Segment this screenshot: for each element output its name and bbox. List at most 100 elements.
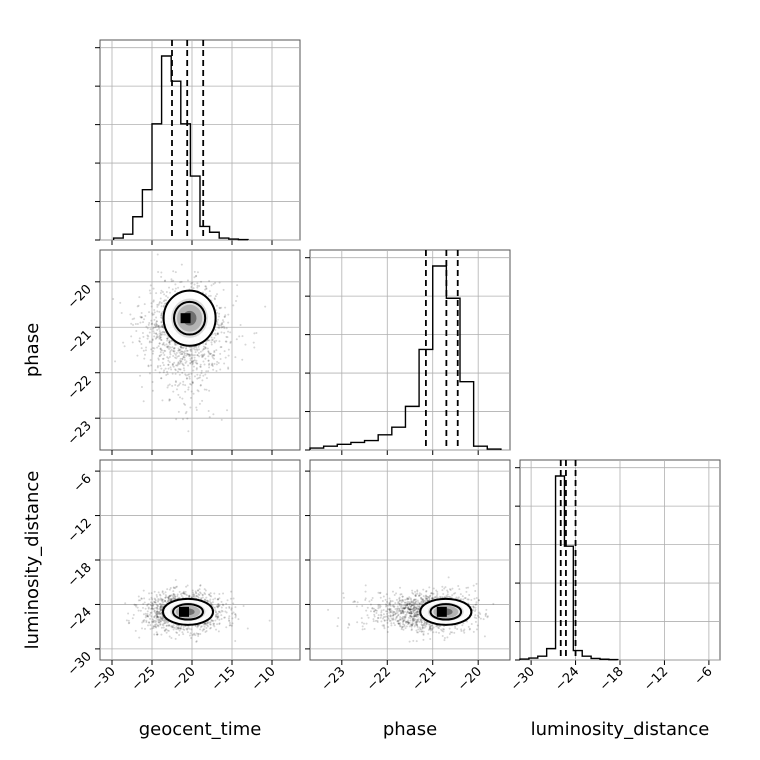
sample-point	[139, 315, 142, 318]
sample-point	[409, 610, 412, 613]
sample-point	[413, 615, 416, 618]
sample-point	[214, 334, 217, 337]
sample-point	[162, 341, 165, 344]
sample-point	[185, 594, 188, 597]
sample-point	[402, 607, 405, 610]
sample-point	[210, 341, 213, 344]
sample-point	[153, 323, 156, 326]
sample-point	[405, 604, 408, 607]
sample-point	[156, 346, 159, 349]
sample-point	[403, 623, 406, 626]
sample-point	[230, 608, 233, 611]
sample-point	[186, 631, 189, 634]
sample-point	[162, 622, 165, 625]
sample-point	[166, 296, 169, 299]
sample-point	[122, 341, 125, 344]
sample-point	[188, 594, 191, 597]
x-tick-label: −15	[209, 664, 239, 694]
sample-point	[426, 595, 429, 598]
sample-point	[168, 635, 171, 638]
sample-point	[156, 253, 159, 256]
sample-point	[154, 621, 157, 624]
x-tick-label: −6	[692, 664, 716, 688]
sample-point	[179, 627, 182, 630]
sample-point	[207, 363, 210, 366]
x-tick-label: −23	[319, 664, 349, 694]
sample-point	[199, 584, 202, 587]
sample-point	[428, 624, 431, 627]
sample-point	[190, 361, 193, 364]
sample-point	[160, 333, 163, 336]
sample-point	[209, 602, 212, 605]
sample-point	[401, 599, 404, 602]
sample-point	[417, 601, 420, 604]
contour-outer	[419, 597, 473, 626]
sample-point	[409, 615, 412, 618]
sample-point	[179, 627, 182, 630]
sample-point	[414, 606, 417, 609]
sample-point	[378, 592, 381, 595]
sample-point	[203, 598, 206, 601]
sample-point	[211, 604, 214, 607]
sample-point	[396, 608, 399, 611]
sample-point	[387, 614, 390, 617]
sample-point	[364, 597, 367, 600]
sample-point	[138, 296, 141, 299]
sample-point	[374, 609, 377, 612]
sample-point	[423, 621, 426, 624]
sample-point	[416, 619, 419, 622]
sample-point	[218, 340, 221, 343]
sample-point	[227, 348, 230, 351]
sample-point	[420, 600, 423, 603]
sample-point	[145, 621, 148, 624]
sample-point	[186, 628, 189, 631]
sample-point	[157, 325, 160, 328]
sample-point	[137, 595, 140, 598]
sample-point	[207, 359, 210, 362]
sample-point	[223, 616, 226, 619]
sample-point	[398, 610, 401, 613]
sample-point	[153, 601, 156, 604]
sample-point	[397, 620, 400, 623]
sample-point	[452, 592, 455, 595]
sample-point	[448, 595, 451, 598]
sample-point	[157, 303, 160, 306]
sample-point	[410, 601, 413, 604]
sample-point	[483, 635, 486, 638]
sample-point	[191, 363, 194, 366]
sample-point	[420, 593, 423, 596]
sample-point	[226, 336, 229, 339]
sample-point	[181, 397, 184, 400]
sample-point	[398, 625, 401, 628]
sample-point	[443, 587, 446, 590]
sample-point	[395, 592, 398, 595]
sample-point	[155, 336, 158, 339]
sample-point	[441, 629, 444, 632]
sample-point	[407, 606, 410, 609]
sample-point	[387, 625, 390, 628]
sample-point	[214, 281, 217, 284]
sample-point	[212, 598, 215, 601]
sample-point	[223, 616, 226, 619]
sample-point	[224, 306, 227, 309]
sample-point	[158, 355, 161, 358]
sample-point	[197, 589, 200, 592]
sample-point	[416, 610, 419, 613]
sample-point	[160, 599, 163, 602]
x-tick-label: −18	[597, 664, 627, 694]
sample-point	[174, 353, 177, 356]
sample-point	[187, 625, 190, 628]
sample-point	[470, 598, 473, 601]
sample-point	[151, 620, 154, 623]
sample-point	[148, 592, 151, 595]
sample-point	[175, 418, 178, 421]
sample-point	[168, 624, 171, 627]
sample-point	[151, 312, 154, 315]
sample-point	[158, 330, 161, 333]
sample-point	[137, 609, 140, 612]
sample-point	[189, 354, 192, 357]
sample-point	[196, 624, 199, 627]
sample-point	[175, 585, 178, 588]
sample-point	[227, 313, 230, 316]
sample-point	[422, 599, 425, 602]
